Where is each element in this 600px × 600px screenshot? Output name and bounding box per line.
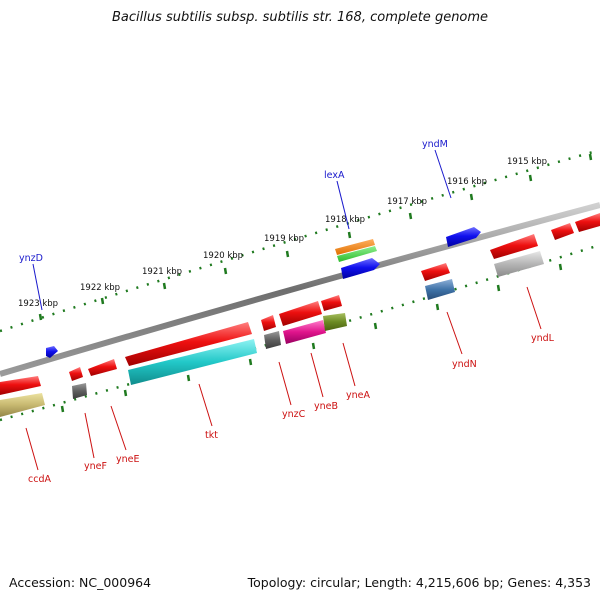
gene-label-yndM: yndM bbox=[422, 139, 448, 150]
gene-label-yneE: yneE bbox=[116, 454, 140, 465]
gene-label-ccdA: ccdA bbox=[28, 474, 51, 485]
gene-yneB-magenta bbox=[283, 320, 326, 344]
gene-tkt bbox=[125, 322, 252, 366]
gene-yndM-arrow bbox=[446, 227, 481, 247]
forward-gene-labels: yndM lexA ynzD bbox=[19, 139, 448, 264]
gene-label-yndL: yndL bbox=[531, 333, 555, 344]
kbp-label: 1923 kbp bbox=[18, 299, 58, 309]
major-ticks-inner bbox=[60, 263, 563, 413]
gene-lexA-orange bbox=[335, 239, 375, 255]
reverse-genes bbox=[0, 213, 600, 417]
gene-yneF bbox=[69, 367, 83, 381]
forward-label-lines bbox=[32, 149, 452, 311]
kbp-label: 1915 kbp bbox=[507, 157, 547, 167]
gene-yneA bbox=[321, 295, 342, 311]
kbp-label: 1916 kbp bbox=[447, 177, 487, 187]
gene-ynzD-arrow bbox=[46, 346, 58, 358]
gene-ccdA bbox=[0, 376, 41, 395]
gene-yneF-dark bbox=[72, 383, 87, 399]
gene-ynzC-dark bbox=[264, 331, 281, 349]
kbp-label: 1921 kbp bbox=[142, 267, 182, 277]
genome-backbone bbox=[0, 202, 600, 377]
map-title: Bacillus subtilis subsp. subtilis str. 1… bbox=[111, 10, 489, 25]
accession-text: Accession: NC_000964 bbox=[9, 575, 152, 590]
gene-yneB bbox=[279, 301, 322, 326]
kbp-labels: 1915 kbp 1916 kbp 1917 kbp 1918 kbp 1919… bbox=[18, 157, 547, 309]
forward-genes bbox=[46, 227, 481, 358]
gene-ccdA-khaki bbox=[0, 393, 45, 417]
gene-label-ynzC: ynzC bbox=[282, 409, 306, 420]
gene-red-right-1 bbox=[551, 223, 574, 240]
reverse-gene-labels: ccdA yneF yneE tkt ynzC yneB yneA yndN y… bbox=[28, 333, 555, 485]
gene-red-right-2 bbox=[575, 213, 600, 232]
gene-lexA-arrow bbox=[341, 258, 380, 279]
gene-label-yndN: yndN bbox=[452, 359, 477, 370]
kbp-label: 1922 kbp bbox=[80, 283, 120, 293]
reverse-label-lines bbox=[25, 286, 542, 471]
outer-tick-track bbox=[0, 148, 600, 333]
kbp-label: 1920 kbp bbox=[203, 251, 243, 261]
kbp-label: 1919 kbp bbox=[264, 234, 304, 244]
gene-tkt-cyan bbox=[128, 339, 257, 385]
genome-summary-text: Topology: circular; Length: 4,215,606 bp… bbox=[247, 575, 591, 590]
gene-label-yneB: yneB bbox=[314, 401, 338, 412]
gene-lexA-green bbox=[337, 246, 377, 262]
kbp-label: 1917 kbp bbox=[387, 197, 427, 207]
major-ticks-outer bbox=[38, 153, 593, 321]
gene-label-ynzD: ynzD bbox=[19, 253, 43, 264]
gene-yndL-grey bbox=[494, 251, 544, 277]
gene-yndL bbox=[490, 234, 538, 259]
gene-label-lexA: lexA bbox=[324, 170, 345, 181]
gene-label-tkt: tkt bbox=[205, 430, 218, 441]
gene-label-yneA: yneA bbox=[346, 390, 370, 401]
gene-yndN bbox=[421, 263, 450, 281]
gene-yneE bbox=[88, 359, 117, 376]
gene-label-yneF: yneF bbox=[84, 461, 107, 472]
gene-yneA-olive bbox=[323, 313, 347, 331]
gene-ynzC bbox=[261, 315, 276, 331]
kbp-label: 1918 kbp bbox=[325, 215, 365, 225]
gene-yndN-steel bbox=[425, 279, 455, 300]
